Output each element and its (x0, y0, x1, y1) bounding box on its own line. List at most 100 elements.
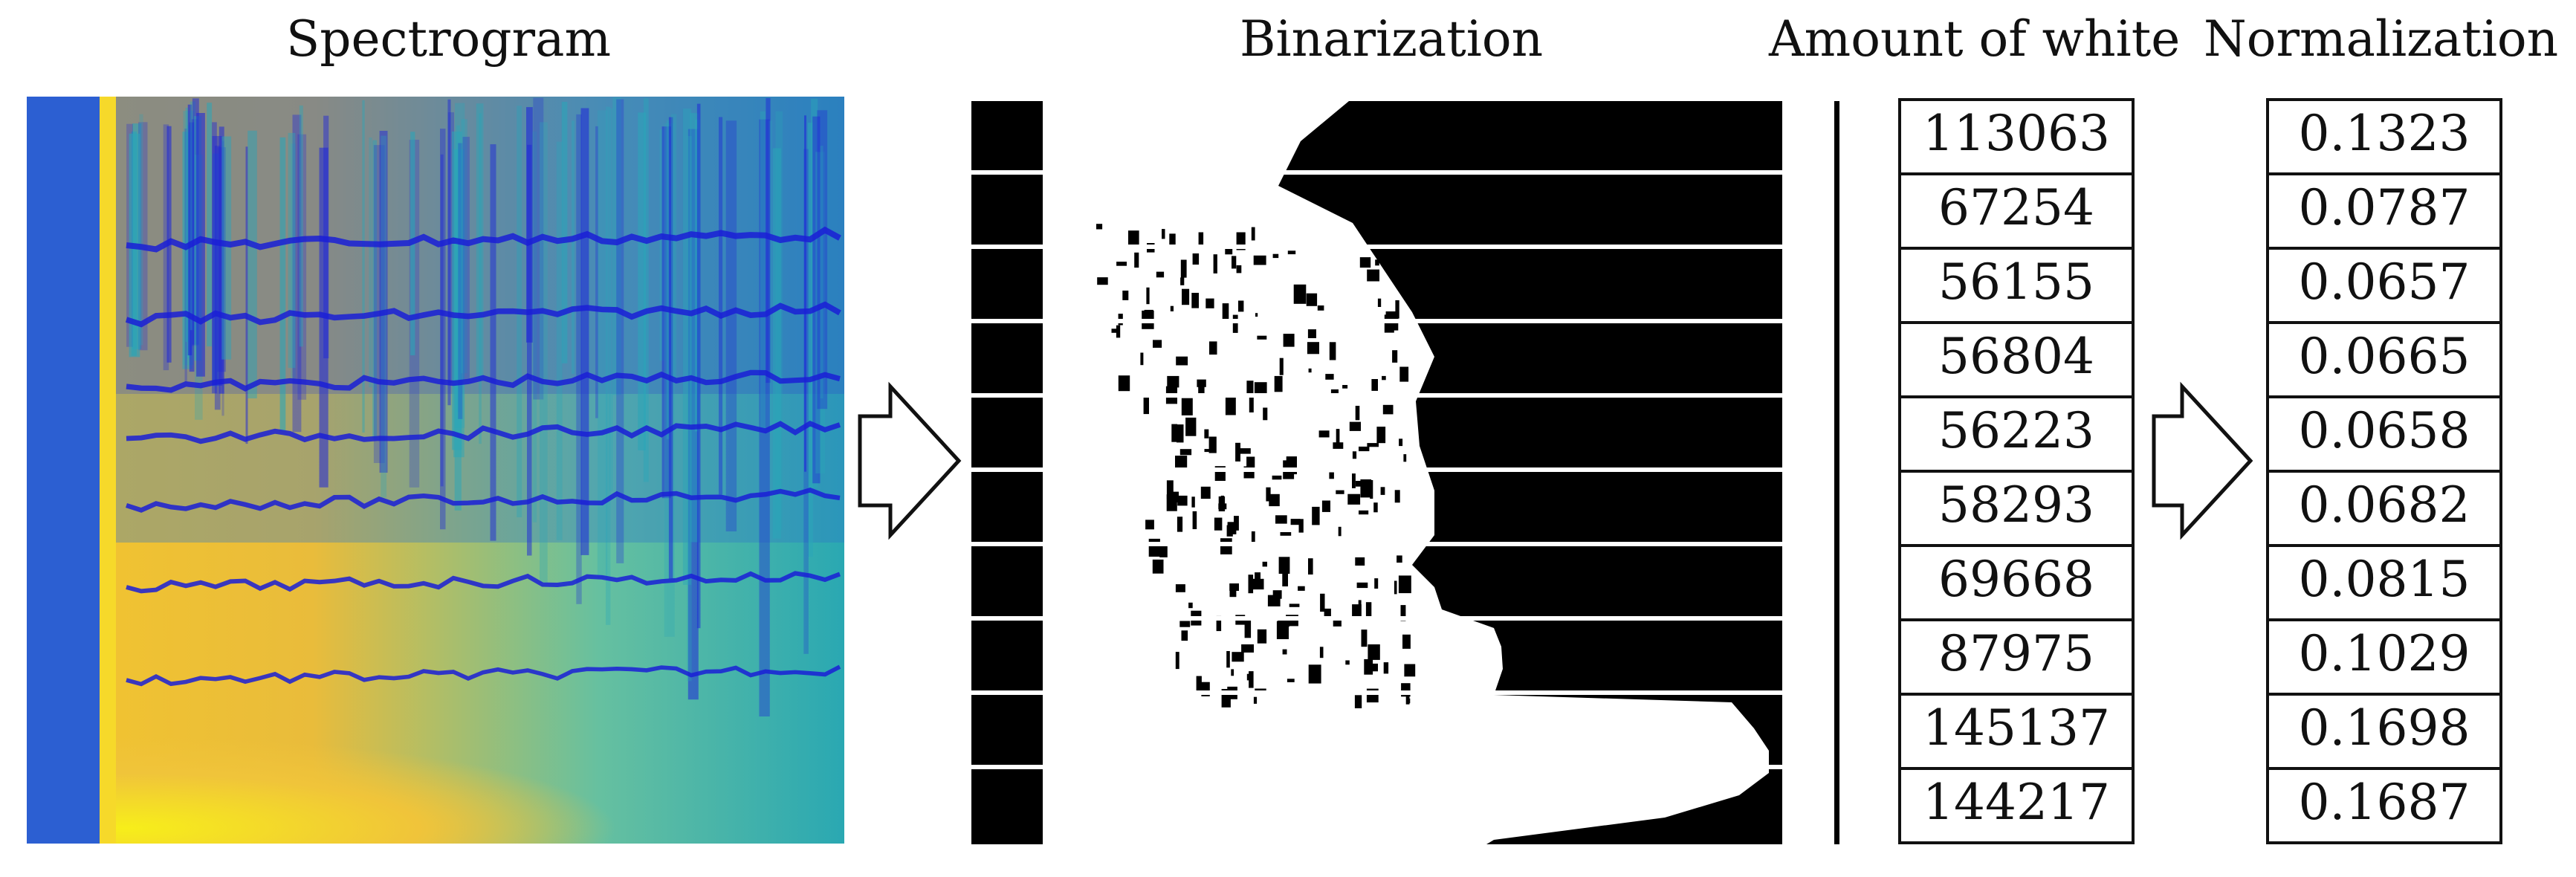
binarization-speck (1148, 538, 1160, 557)
spectrogram-streak (454, 149, 462, 511)
spectrogram-streak (219, 126, 224, 394)
spectrogram-streak (572, 120, 575, 375)
binarization-speck (1198, 232, 1204, 246)
right-arrow-icon (858, 381, 962, 540)
spectrogram-streak (458, 143, 463, 419)
normalization-cell: 0.1687 (2266, 767, 2502, 844)
binarization-speck (1282, 571, 1288, 586)
binarization-speck (1179, 621, 1191, 627)
spectrogram-streak (766, 98, 771, 384)
binarization-speck (1262, 561, 1267, 567)
binarization-speck (1371, 379, 1378, 391)
binarization-speck (1324, 608, 1331, 618)
spectrogram-streak (811, 98, 818, 488)
binarization-speck (1246, 456, 1255, 472)
normalization-cell: 0.0658 (2266, 395, 2502, 473)
binarization-speck (1317, 305, 1324, 311)
spectrogram-streak (768, 120, 772, 433)
binarization-speck (1275, 515, 1287, 524)
binarization-speck (1156, 271, 1165, 278)
binarization-speck (1290, 519, 1301, 525)
binarization-speck (1181, 630, 1188, 641)
spectrogram-streak (461, 119, 467, 374)
amount-cell: 56804 (1898, 321, 2135, 398)
normalization-cell: 0.0665 (2266, 321, 2502, 398)
spectrogram-streak (804, 115, 806, 472)
binarization-speck (1175, 652, 1179, 670)
spectrogram-streak (580, 108, 589, 555)
binarization-speck (1356, 582, 1368, 589)
binarization-speck (1145, 520, 1154, 530)
spectrogram-streak (808, 123, 813, 557)
spectrogram-streak (775, 111, 783, 531)
spectrogram-streak (381, 135, 387, 498)
spectrogram-streak (561, 102, 568, 363)
normalization-cell: 0.0682 (2266, 470, 2502, 547)
binarization-speck (1177, 495, 1188, 506)
binarization-speck (1143, 396, 1149, 415)
spectrogram-streak (812, 116, 821, 484)
spectrogram-streak (138, 122, 148, 351)
binarization-speck (1255, 313, 1258, 317)
binarization-speck (1274, 375, 1283, 392)
binarization-speck (1298, 586, 1305, 591)
spectrogram-image (27, 97, 844, 844)
binarization-speck (1251, 531, 1255, 546)
binarization-speck (1220, 538, 1232, 554)
row-separator-line (966, 319, 1787, 323)
binarization-speck (1232, 256, 1237, 269)
binarization-speck (1241, 644, 1254, 653)
binarization-speck (1171, 424, 1178, 442)
binarization-speck (1191, 496, 1195, 508)
binarization-speck (1355, 406, 1360, 421)
binarization-speck (1307, 329, 1316, 338)
binarization-speck (1365, 602, 1372, 617)
row-separator-line (966, 765, 1787, 769)
binarization-speck (1238, 300, 1244, 312)
spectrogram-streak (192, 98, 199, 345)
binarization-speck (1234, 516, 1239, 531)
binarization-speck (1232, 652, 1244, 662)
binarization-speck (1306, 293, 1318, 306)
binarization-speck (1375, 259, 1379, 266)
binarization-speck (1128, 230, 1139, 247)
binarization-speck (1253, 255, 1266, 265)
amount-cell: 56223 (1898, 395, 2135, 473)
normalization-cell: 0.0657 (2266, 247, 2502, 324)
spectrogram-streak (668, 117, 673, 579)
binarization-speck (1336, 490, 1344, 494)
binarization-speck (1181, 398, 1193, 415)
spectrogram-streak (638, 112, 646, 450)
binarization-speck (1380, 487, 1385, 495)
amount-cell: 87975 (1898, 618, 2135, 696)
binarization-speck (1352, 604, 1362, 617)
binarization-speck (1398, 575, 1411, 594)
binarization-speck (1318, 430, 1330, 438)
spectrogram-streak (139, 114, 143, 346)
binarization-speck (1162, 229, 1165, 239)
binarization-speck (1204, 429, 1209, 438)
spectrogram-streak (221, 136, 232, 360)
binarization-speck (1152, 559, 1164, 574)
binarization-speck (1321, 500, 1330, 512)
binarization-speck (1169, 233, 1176, 245)
binarization-speck (1368, 644, 1380, 660)
spectrogram-streak (556, 141, 563, 540)
binarization-speck (1282, 649, 1287, 655)
spectrogram-streak (299, 105, 303, 347)
binarization-speck (1342, 385, 1348, 389)
binarization-speck (1377, 298, 1382, 307)
binarization-speck (1399, 438, 1403, 447)
binarization-image (966, 101, 1787, 844)
binarization-speck (1236, 265, 1242, 274)
binarization-speck (1226, 525, 1233, 537)
spectrogram-streak (690, 113, 699, 543)
spectrogram-streak (696, 103, 701, 629)
spectrogram-streak (292, 114, 302, 433)
binarization-speck (1225, 397, 1236, 415)
row-separator-line (966, 616, 1787, 621)
binarization-speck (1182, 288, 1190, 305)
binarization-speck (1367, 269, 1379, 282)
binarization-speck (1220, 495, 1224, 509)
amount-cell: 144217 (1898, 767, 2135, 844)
